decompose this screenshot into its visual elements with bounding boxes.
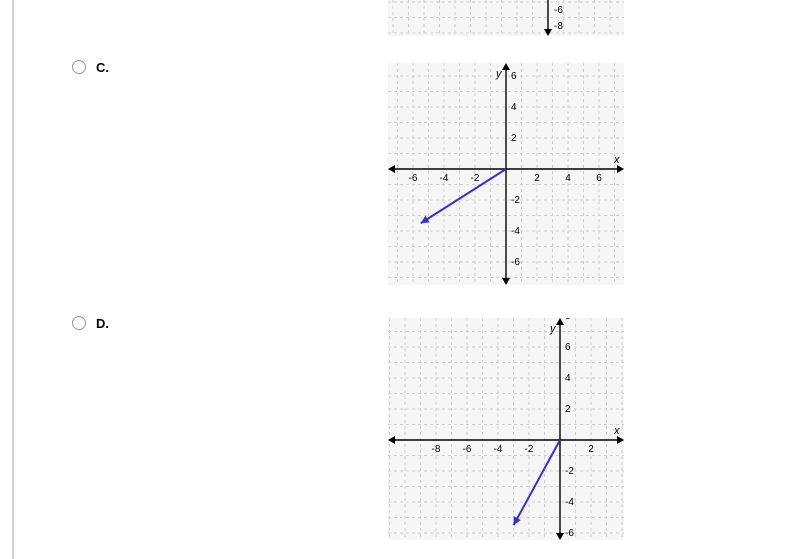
svg-text:-2: -2	[565, 466, 574, 477]
svg-text:-6: -6	[463, 444, 472, 455]
svg-text:4: 4	[511, 102, 517, 113]
svg-text:-8: -8	[554, 21, 563, 32]
svg-text:x: x	[613, 425, 620, 437]
radio-c[interactable]	[72, 60, 86, 74]
svg-text:6: 6	[511, 71, 517, 82]
svg-text:-4: -4	[565, 497, 574, 508]
svg-text:x: x	[613, 154, 620, 166]
svg-text:-2: -2	[471, 173, 480, 184]
svg-text:2: 2	[588, 444, 594, 455]
chart-partial-top: -6-8	[388, 0, 624, 36]
chart-c: -6-4-22468642-2-4-6-8xy	[388, 63, 624, 285]
svg-text:-4: -4	[511, 226, 520, 237]
chart-d: -8-6-4-228642-2-4-6-8xy	[388, 318, 624, 540]
svg-text:8: 8	[565, 318, 571, 322]
svg-text:6: 6	[596, 173, 602, 184]
svg-text:6: 6	[565, 342, 571, 353]
option-label-d: D.	[96, 316, 109, 331]
svg-text:2: 2	[534, 173, 540, 184]
svg-text:2: 2	[511, 133, 517, 144]
svg-text:-6: -6	[554, 5, 563, 16]
svg-text:4: 4	[565, 373, 571, 384]
radio-d[interactable]	[72, 316, 86, 330]
svg-text:-6: -6	[511, 257, 520, 268]
svg-text:-2: -2	[511, 195, 520, 206]
svg-text:2: 2	[565, 404, 571, 415]
svg-text:-8: -8	[432, 444, 441, 455]
option-row-d: D.	[72, 316, 109, 331]
svg-text:-6: -6	[565, 528, 574, 539]
svg-text:-4: -4	[494, 444, 503, 455]
option-row-c: C.	[72, 60, 109, 75]
svg-text:-4: -4	[440, 173, 449, 184]
svg-text:4: 4	[565, 173, 571, 184]
option-label-c: C.	[96, 60, 109, 75]
svg-text:-6: -6	[409, 173, 418, 184]
svg-text:-2: -2	[525, 444, 534, 455]
left-border	[12, 0, 14, 559]
